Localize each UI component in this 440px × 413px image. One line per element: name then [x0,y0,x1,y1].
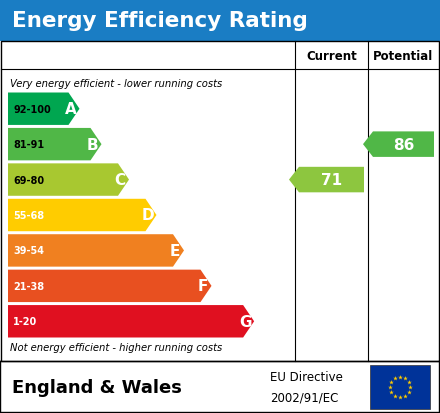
Text: Energy Efficiency Rating: Energy Efficiency Rating [12,11,308,31]
Text: B: B [87,137,98,152]
Text: 2002/91/EC: 2002/91/EC [270,391,338,404]
Polygon shape [8,305,254,338]
Polygon shape [363,132,434,157]
Text: 92-100: 92-100 [13,104,51,114]
Text: 55-68: 55-68 [13,211,44,221]
Polygon shape [8,199,157,232]
Text: 21-38: 21-38 [13,281,44,291]
Polygon shape [289,167,364,193]
Text: 39-54: 39-54 [13,246,44,256]
Polygon shape [8,128,102,161]
Text: EU Directive: EU Directive [270,370,343,384]
Text: Current: Current [306,50,357,62]
Text: F: F [197,279,208,294]
Polygon shape [8,235,184,267]
Text: A: A [65,102,77,117]
Text: England & Wales: England & Wales [12,378,182,396]
Text: E: E [170,243,180,258]
Bar [1,42,439,361]
Text: 81-91: 81-91 [13,140,44,150]
Polygon shape [8,164,129,196]
Text: C: C [114,173,125,188]
Text: Potential: Potential [374,50,434,62]
Text: 86: 86 [393,137,414,152]
Text: 71: 71 [321,173,342,188]
Bar [0,361,440,413]
Polygon shape [8,93,80,126]
Polygon shape [8,270,212,302]
Text: 69-80: 69-80 [13,175,44,185]
Text: Not energy efficient - higher running costs: Not energy efficient - higher running co… [10,342,222,352]
Bar [370,365,430,409]
Text: 1-20: 1-20 [13,316,37,327]
Text: G: G [239,314,251,329]
Text: D: D [141,208,154,223]
Bar [0,0,440,42]
Text: Very energy efficient - lower running costs: Very energy efficient - lower running co… [10,79,222,89]
